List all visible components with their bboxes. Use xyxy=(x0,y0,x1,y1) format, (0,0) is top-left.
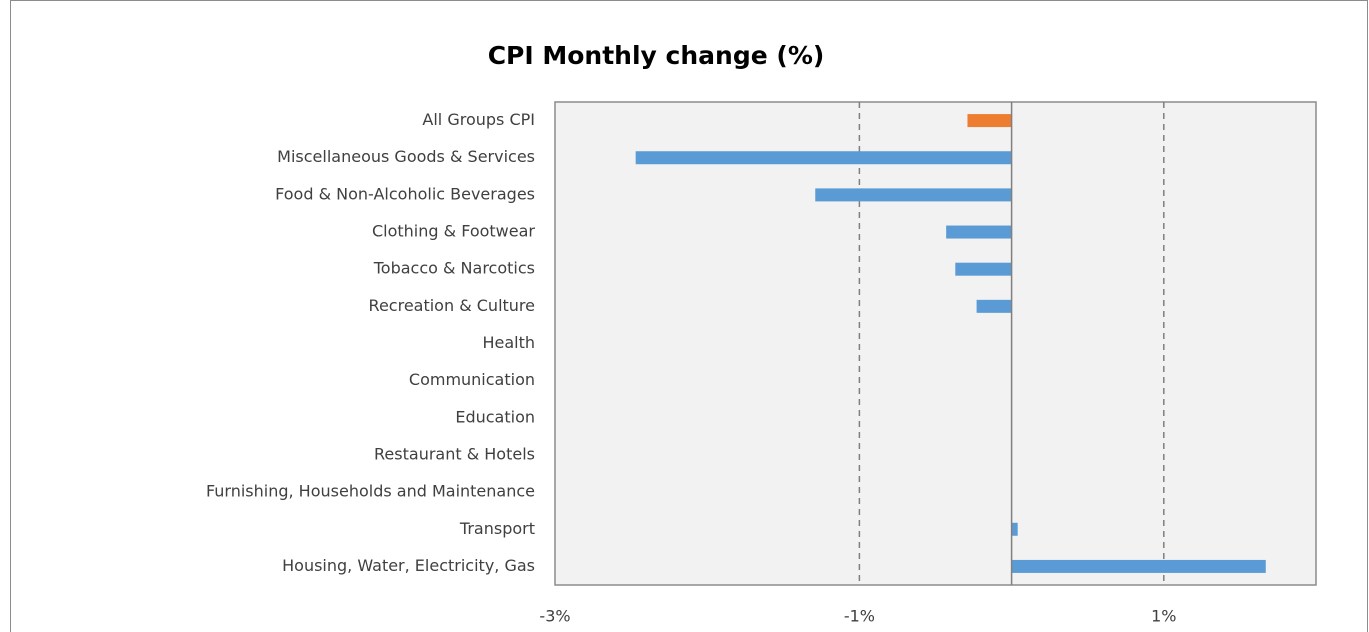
plot-area xyxy=(554,101,1317,586)
y-tick-label: Transport xyxy=(459,519,535,538)
y-tick-label: Tobacco & Narcotics xyxy=(373,259,535,278)
y-tick-label: Housing, Water, Electricity, Gas xyxy=(282,556,535,575)
y-tick-label: Restaurant & Hotels xyxy=(374,444,535,463)
y-tick-label: Health xyxy=(482,333,535,352)
y-tick-label: Miscellaneous Goods & Services xyxy=(277,147,535,166)
bar xyxy=(946,225,1012,239)
y-tick-label: All Groups CPI xyxy=(422,110,535,129)
y-tick-label: Food & Non-Alcoholic Beverages xyxy=(275,184,535,203)
y-tick-label: Communication xyxy=(409,370,535,389)
x-tick-label: -3% xyxy=(539,607,570,626)
bar xyxy=(635,151,1012,165)
y-tick-label: Recreation & Culture xyxy=(369,296,535,315)
y-tick-label: Furnishing, Households and Maintenance xyxy=(206,482,535,501)
bar xyxy=(815,188,1012,202)
x-tick-label: -1% xyxy=(844,607,875,626)
y-tick-label: Clothing & Footwear xyxy=(372,222,535,241)
x-tick-label: 1% xyxy=(1151,607,1176,626)
bar xyxy=(1011,559,1266,573)
bar xyxy=(955,262,1012,276)
chart-title: CPI Monthly change (%) xyxy=(488,41,825,70)
y-tick-label: Education xyxy=(455,407,535,426)
bar xyxy=(1011,522,1018,536)
bar xyxy=(976,299,1012,313)
bar xyxy=(967,114,1012,128)
